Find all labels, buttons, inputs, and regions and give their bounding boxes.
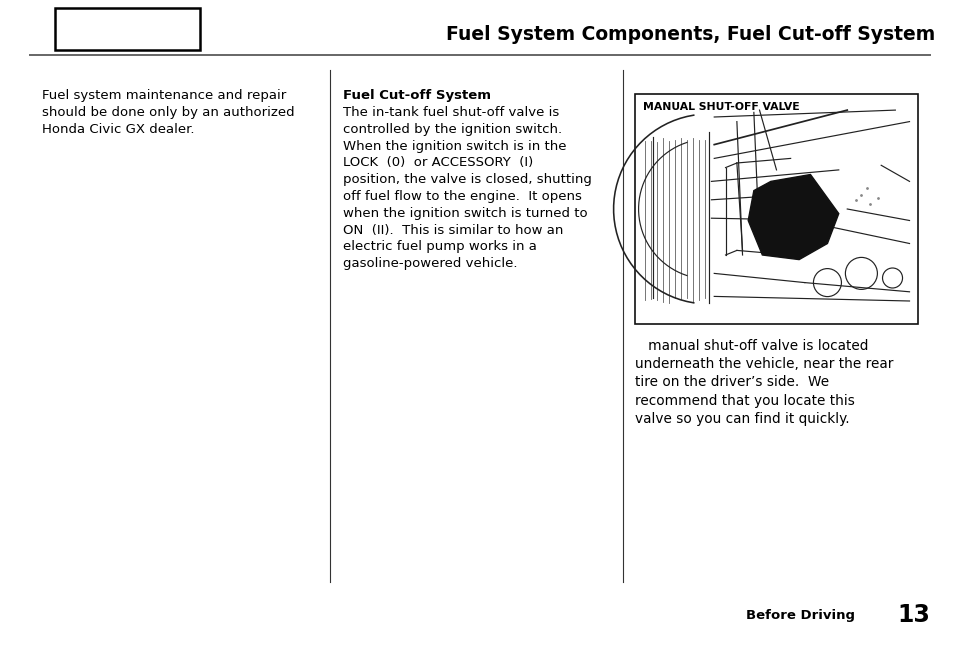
Bar — [635, 94, 917, 324]
Text: The in-tank fuel shut-off valve is
controlled by the ignition switch.
When the i: The in-tank fuel shut-off valve is contr… — [343, 106, 591, 270]
Text: 13: 13 — [896, 603, 929, 627]
Text: Before Driving: Before Driving — [745, 608, 854, 622]
Text: Fuel Cut-off System: Fuel Cut-off System — [343, 89, 491, 102]
Polygon shape — [747, 175, 838, 259]
Text: Fuel system maintenance and repair: Fuel system maintenance and repair — [42, 89, 286, 102]
Text: manual shut-off valve is located
underneath the vehicle, near the rear
tire on t: manual shut-off valve is located underne… — [635, 339, 892, 426]
Text: Honda Civic GX dealer.: Honda Civic GX dealer. — [42, 123, 194, 136]
Text: MANUAL SHUT-OFF VALVE: MANUAL SHUT-OFF VALVE — [642, 102, 799, 112]
Text: Fuel System Components, Fuel Cut-off System: Fuel System Components, Fuel Cut-off Sys… — [445, 25, 934, 43]
Bar — [55, 8, 200, 50]
Text: should be done only by an authorized: should be done only by an authorized — [42, 106, 294, 119]
